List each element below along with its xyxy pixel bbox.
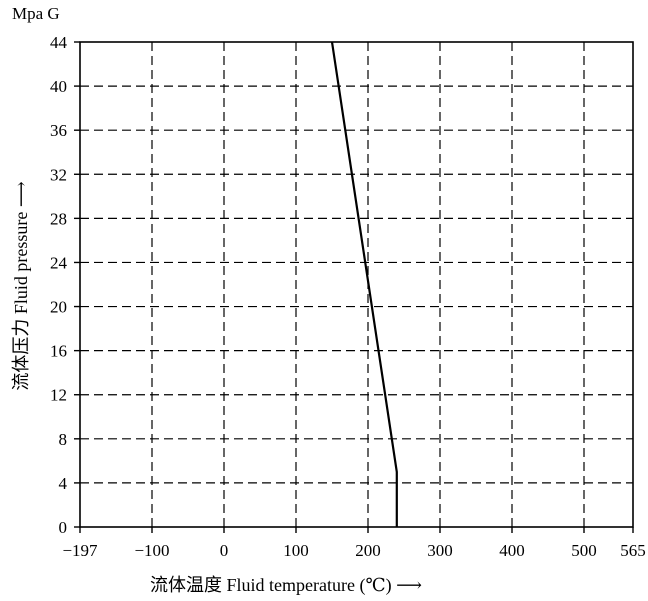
y-axis-title: 流体压力 Fluid pressure ⟶ — [7, 181, 33, 390]
y-tick-label: 40 — [50, 77, 67, 96]
x-tick-label: 300 — [427, 541, 453, 560]
y-axis-unit-label: Mpa G — [12, 4, 60, 23]
series-line — [330, 41, 398, 527]
x-tick-label: 100 — [283, 541, 309, 560]
y-axis-title-text: 流体压力 Fluid pressure — [11, 211, 31, 391]
y-tick-label: 32 — [50, 165, 67, 184]
y-axis-arrow: ⟶ — [11, 181, 31, 208]
x-tick-label: 200 — [355, 541, 381, 560]
x-tick-label: 565 — [620, 541, 646, 560]
y-tick-label: 28 — [50, 209, 67, 228]
y-tick-label: 4 — [59, 474, 68, 493]
y-tick-label: 12 — [50, 386, 67, 405]
x-tick-label: 500 — [571, 541, 597, 560]
x-axis-arrow: ⟶ — [396, 575, 422, 595]
y-tick-label: 44 — [50, 33, 68, 52]
y-tick-label: 24 — [50, 253, 68, 272]
y-tick-label: 16 — [50, 342, 67, 361]
x-tick-label: 400 — [499, 541, 525, 560]
x-axis-title: 流体温度 Fluid temperature (℃) ⟶ — [150, 571, 422, 597]
y-tick-label: 0 — [59, 518, 68, 537]
plot-frame — [79, 41, 634, 528]
x-tick-label: −197 — [62, 541, 98, 560]
y-tick-label: 36 — [50, 121, 67, 140]
y-axis-title-container: 流体压力 Fluid pressure ⟶ — [0, 0, 40, 601]
y-tick-label: 8 — [59, 430, 68, 449]
x-tick-label: 0 — [220, 541, 229, 560]
x-axis-title-text: 流体温度 Fluid temperature (℃) — [150, 575, 392, 595]
y-tick-label: 20 — [50, 298, 67, 317]
x-tick-label: −100 — [134, 541, 169, 560]
